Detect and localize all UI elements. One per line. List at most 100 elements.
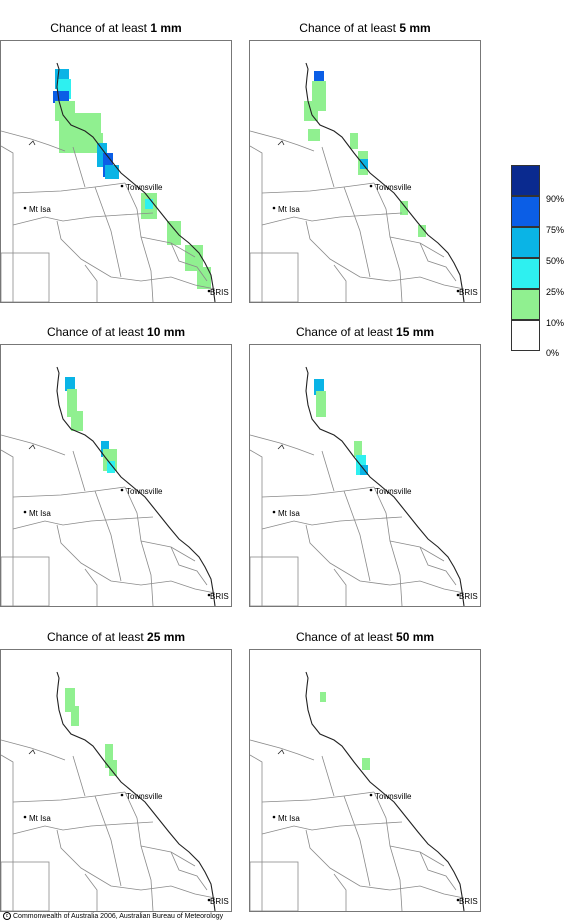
probability-legend: 90% 75% 50% 25% 10% 0% — [511, 165, 570, 365]
place-label-brisbane: BRIS — [210, 288, 229, 297]
rainfall-probability-cell — [65, 377, 75, 391]
legend-swatch-50 — [511, 227, 540, 258]
coastline — [305, 62, 465, 302]
district-boundary — [250, 739, 315, 761]
district-boundary — [140, 540, 196, 562]
legend-swatch-10 — [511, 289, 540, 320]
city-marker — [456, 593, 460, 597]
rainfall-probability-cell — [109, 760, 117, 776]
district-boundary — [12, 182, 126, 194]
rainfall-probability-cell — [350, 133, 358, 149]
district-boundary — [373, 182, 403, 302]
district-boundary — [343, 186, 371, 278]
district-boundary — [250, 449, 263, 606]
rainfall-probability-cell — [362, 758, 370, 770]
district-boundary — [170, 242, 208, 282]
district-boundary — [389, 845, 445, 867]
coastline-detail — [28, 749, 36, 755]
inset-box — [1, 556, 50, 606]
city-marker — [23, 206, 27, 210]
coastline-detail — [28, 444, 36, 450]
rainfall-probability-cell — [67, 389, 77, 417]
map-frame: Townsville Mt Isa BRIS — [0, 344, 232, 607]
city-marker — [456, 898, 460, 902]
map-frame: Townsville Mt Isa BRIS — [0, 649, 232, 912]
place-label-brisbane: BRIS — [459, 288, 478, 297]
legend-label-0: 0% — [546, 348, 560, 358]
district-boundary — [419, 851, 457, 891]
rainfall-shading — [314, 379, 368, 475]
district-boundary — [84, 264, 98, 302]
queensland-map: Townsville Mt Isa BRIS — [250, 62, 478, 302]
district-boundary — [72, 450, 86, 492]
district-boundary — [321, 146, 335, 188]
rainfall-probability-cell — [360, 159, 368, 169]
place-label-townsville: Townsville — [126, 183, 163, 192]
coastline — [305, 671, 465, 911]
rainfall-shading — [304, 71, 426, 237]
map-frame: Townsville Mt Isa BRIS — [0, 40, 232, 303]
place-label-mt-isa: Mt Isa — [278, 509, 300, 518]
panel-title: Chance of at least 10 mm — [46, 325, 186, 339]
panel-title: Chance of at least 50 mm — [295, 630, 435, 644]
district-boundary — [94, 795, 122, 887]
district-boundary — [250, 145, 263, 302]
place-label-mt-isa: Mt Isa — [278, 814, 300, 823]
district-boundary — [305, 524, 465, 594]
coastline-detail — [277, 749, 285, 755]
place-label-mt-isa: Mt Isa — [29, 509, 51, 518]
city-marker — [207, 898, 211, 902]
district-boundary — [419, 546, 457, 586]
coastline — [305, 366, 465, 606]
city-marker — [272, 815, 276, 819]
copyright-icon: c — [3, 912, 11, 921]
district-boundary — [56, 829, 216, 899]
district-boundary — [343, 490, 371, 582]
rainfall-probability-cell — [418, 225, 426, 237]
rainfall-probability-cell — [71, 411, 83, 431]
place-label-townsville: Townsville — [126, 792, 163, 801]
place-label-brisbane: BRIS — [459, 592, 478, 601]
district-boundary — [333, 873, 347, 911]
district-boundary — [12, 212, 154, 226]
city-marker — [369, 488, 373, 492]
district-boundary — [261, 182, 375, 194]
map-frame: Townsville Mt Isa BRIS — [249, 40, 481, 303]
inset-box — [1, 252, 50, 302]
rainfall-probability-cell — [105, 744, 113, 768]
district-boundary — [333, 264, 347, 302]
rainfall-probability-cell — [145, 199, 153, 209]
rainfall-probability-cell — [53, 91, 69, 103]
place-label-brisbane: BRIS — [210, 897, 229, 906]
place-label-mt-isa: Mt Isa — [29, 205, 51, 214]
rainfall-shading — [320, 692, 370, 770]
district-boundary — [1, 145, 14, 302]
coastline — [56, 62, 216, 302]
coastline-detail — [28, 140, 36, 146]
legend-swatch-90 — [511, 165, 540, 196]
district-boundary — [12, 821, 154, 835]
district-boundary — [261, 212, 403, 226]
coastline-detail — [277, 140, 285, 146]
district-boundary — [12, 791, 126, 803]
map-frame: Townsville Mt Isa BRIS — [249, 649, 481, 912]
rainfall-probability-cell — [354, 441, 362, 457]
district-boundary — [84, 873, 98, 911]
district-boundary — [56, 524, 216, 594]
district-boundary — [373, 791, 403, 911]
rainfall-shading — [53, 69, 211, 289]
district-boundary — [72, 755, 86, 797]
city-marker — [23, 815, 27, 819]
rainfall-probability-cell — [107, 461, 115, 473]
city-marker — [120, 793, 124, 797]
district-boundary — [1, 449, 14, 606]
district-boundary — [321, 450, 335, 492]
rainfall-probability-cell — [71, 706, 79, 726]
inset-box — [250, 861, 299, 911]
rainfall-shading — [65, 377, 117, 473]
legend-swatch-75 — [511, 196, 540, 227]
inset-box — [1, 861, 50, 911]
district-boundary — [261, 486, 375, 498]
district-boundary — [84, 568, 98, 606]
queensland-map: Townsville Mt Isa BRIS — [250, 671, 478, 911]
